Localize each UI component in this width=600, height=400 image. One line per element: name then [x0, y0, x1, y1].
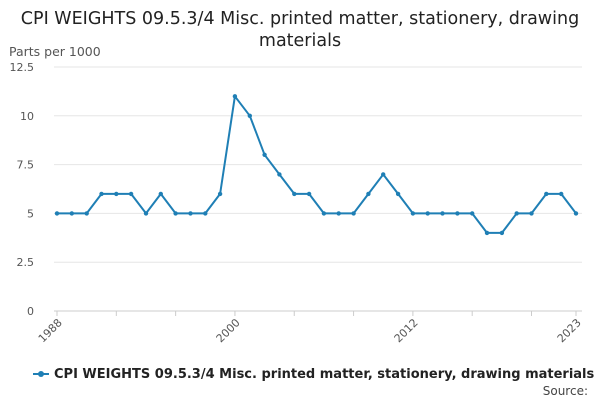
series-group	[54, 94, 579, 236]
data-point	[470, 211, 475, 216]
data-point	[440, 211, 445, 216]
data-point	[425, 211, 430, 216]
source-label: Source:	[542, 384, 588, 398]
data-point	[292, 191, 297, 197]
data-point	[529, 211, 534, 216]
data-point	[381, 172, 386, 177]
data-point	[321, 211, 327, 216]
y-tick-label: 2.5	[17, 256, 35, 269]
data-point	[232, 94, 238, 99]
data-point	[84, 211, 89, 216]
y-tick-label: 0	[27, 305, 34, 318]
y-tick-label: 5	[27, 207, 34, 220]
data-point	[99, 191, 104, 197]
data-point	[262, 152, 267, 157]
data-point	[203, 211, 208, 216]
data-point	[306, 191, 312, 197]
data-point	[514, 211, 519, 216]
x-tick-label: 2023	[555, 316, 584, 345]
data-point	[69, 211, 75, 216]
data-point	[54, 211, 60, 216]
axes: 0 2.5 5 7.5 10 12.5 1988 2000 2012 2023	[10, 61, 584, 345]
data-point	[484, 230, 490, 236]
legend-line-marker-icon	[33, 369, 49, 379]
y-axis-unit-label: Parts per 1000	[9, 44, 101, 59]
y-tick-label: 7.5	[17, 159, 35, 172]
data-point	[544, 191, 549, 197]
data-point	[277, 172, 282, 177]
data-point	[499, 230, 505, 236]
data-point	[188, 211, 193, 216]
legend[interactable]: CPI WEIGHTS 09.5.3/4 Misc. printed matte…	[33, 365, 594, 383]
data-point	[173, 211, 178, 216]
data-point	[143, 211, 149, 216]
data-point	[395, 191, 401, 197]
legend-label: CPI WEIGHTS 09.5.3/4 Misc. printed matte…	[54, 366, 595, 382]
data-point	[114, 191, 119, 197]
gridlines	[54, 66, 582, 263]
data-point	[573, 211, 579, 216]
data-point	[366, 191, 371, 197]
y-tick-label: 10	[20, 110, 34, 123]
x-tick-label: 2000	[214, 316, 243, 345]
series-line	[57, 95, 577, 234]
data-point	[336, 211, 341, 216]
y-tick-label: 12.5	[10, 61, 35, 74]
chart-title: CPI WEIGHTS 09.5.3/4 Misc. printed matte…	[20, 9, 580, 51]
data-point	[217, 191, 223, 197]
x-tick-label: 1988	[36, 316, 65, 345]
data-point	[128, 191, 134, 197]
data-point	[158, 191, 163, 197]
data-point	[559, 191, 564, 197]
data-point	[455, 211, 460, 216]
data-point	[410, 211, 416, 216]
x-tick-label: 2012	[392, 316, 421, 345]
data-point	[351, 211, 356, 216]
data-point	[247, 113, 252, 119]
